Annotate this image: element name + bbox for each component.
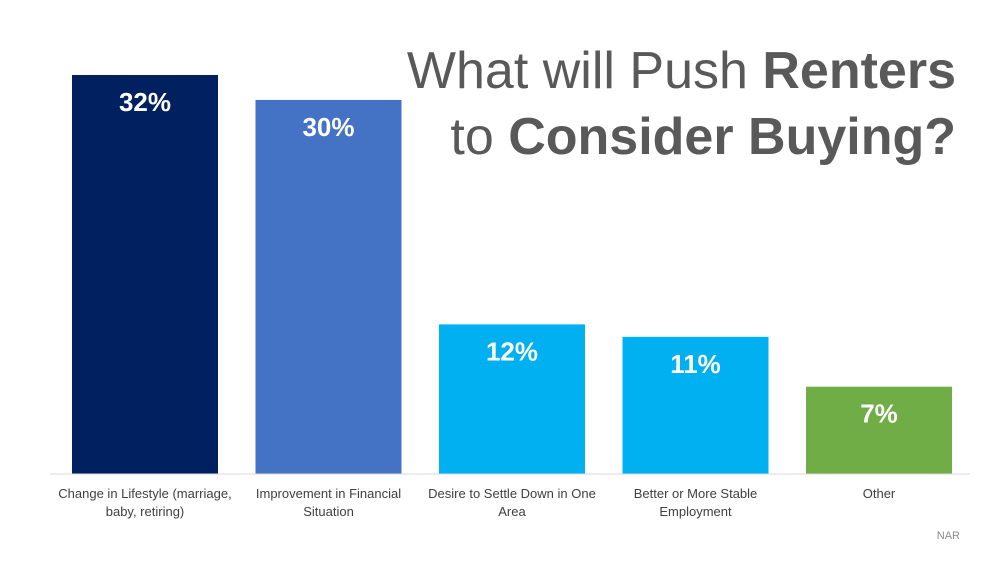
chart-title-line-2: to Consider Buying?	[407, 104, 956, 170]
title-line1-bold: Renters	[762, 42, 956, 100]
chart-title-line-1: What will Push Renters	[407, 38, 956, 104]
source-label: NAR	[936, 530, 960, 542]
value-labels-group: 32% 30% 12% 11% 7%	[119, 87, 898, 429]
category-labels-group: Change in Lifestyle (marriage, baby, reti…	[58, 486, 896, 519]
title-line2-bold: Consider Buying?	[508, 108, 956, 166]
bar-3	[439, 324, 585, 474]
bar-5	[806, 386, 952, 474]
bar-value-label-1: 32%	[119, 87, 171, 117]
category-label-4: Better or More Stable Employment	[634, 486, 758, 519]
bar-value-label-2: 30%	[302, 112, 354, 142]
category-label-3: Desire to Settle Down in One Area	[428, 486, 596, 519]
bar-value-label-3: 12%	[486, 336, 538, 366]
chart-title: What will Push Renters to Consider Buyin…	[407, 38, 956, 170]
category-label-1: Change in Lifestyle (marriage, baby, reti…	[58, 486, 231, 519]
title-line2-regular: to	[450, 108, 509, 166]
bar-4	[622, 336, 769, 474]
bar-2	[255, 99, 402, 474]
category-label-5: Other	[863, 486, 896, 501]
bar-value-label-4: 11%	[670, 349, 721, 379]
bars-group	[72, 75, 952, 474]
bar-1	[72, 75, 218, 474]
title-line1-regular: What will Push	[406, 42, 763, 100]
bar-value-label-5: 7%	[860, 399, 898, 429]
category-label-2: Improvement in Financial Situation	[256, 486, 401, 519]
